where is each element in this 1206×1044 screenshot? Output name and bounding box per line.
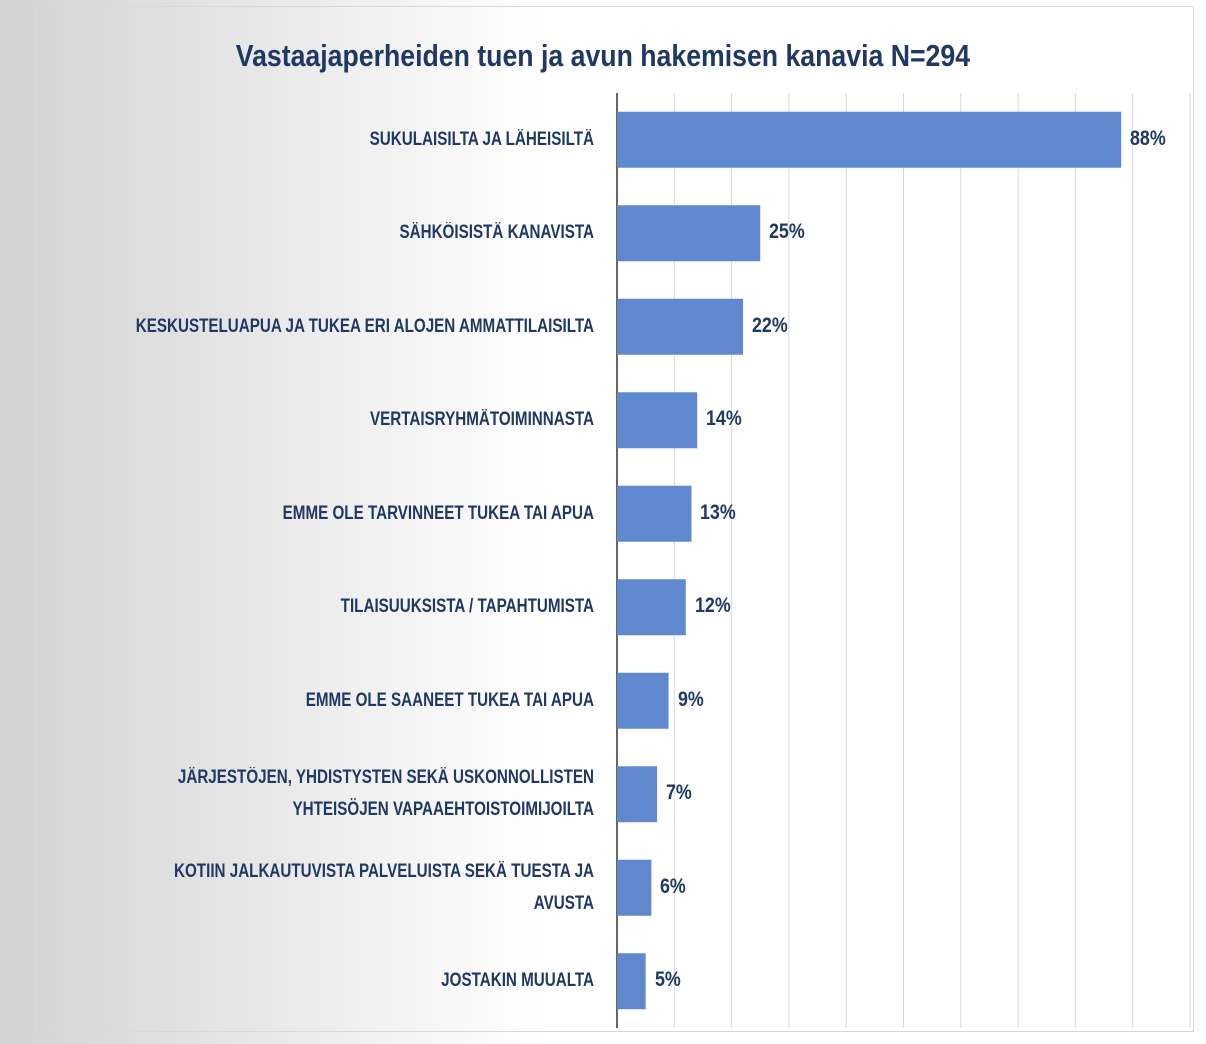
- value-label: 7%: [666, 781, 692, 805]
- bar: [617, 111, 1122, 168]
- value-label: 22%: [752, 313, 788, 337]
- bar: [617, 298, 744, 355]
- value-label: 5%: [654, 968, 681, 992]
- category-label: SÄHKÖISISTÄ KANAVISTA: [399, 222, 594, 244]
- bar: [617, 766, 658, 823]
- category-label: TILAISUUKSISTA / TAPAHTUMISTA: [340, 596, 594, 618]
- value-label: 6%: [660, 874, 687, 898]
- category-label: KOTIIN JALKAUTUVISTA PALVELUISTA SEKÄ TU…: [174, 860, 594, 914]
- category-label: SUKULAISILTA JA LÄHEISILTÄ: [369, 128, 594, 150]
- value-label: 14%: [706, 407, 742, 431]
- bar: [617, 953, 646, 1010]
- bar: [617, 579, 686, 636]
- category-label: EMME OLE TARVINNEET TUKEA TAI APUA: [282, 502, 594, 524]
- value-label: 12%: [694, 594, 731, 618]
- category-label: KESKUSTELUAPUA JA TUKEA ERI ALOJEN AMMAT…: [135, 315, 594, 337]
- bar: [617, 205, 761, 262]
- value-label: 9%: [677, 687, 704, 711]
- value-label: 25%: [769, 220, 805, 244]
- value-label: 13%: [700, 500, 737, 524]
- category-label: EMME OLE SAANEET TUKEA TAI APUA: [305, 689, 594, 711]
- frame: [36, 6, 1194, 1032]
- bar: [617, 485, 692, 542]
- category-label: JOSTAKIN MUUALTA: [441, 970, 594, 992]
- category-label: VERTAISRYHMÄTOIMINNASTA: [369, 409, 594, 431]
- category-label: JÄRJESTÖJEN, YHDISTYSTEN SEKÄ USKONNOLLI…: [177, 767, 594, 821]
- bar: [617, 672, 669, 729]
- bar: [617, 859, 652, 916]
- title-box: Vastaajaperheiden tuen ja avun hakemisen…: [0, 38, 1206, 74]
- chart-title: Vastaajaperheiden tuen ja avun hakemisen…: [235, 38, 971, 73]
- value-label: 88%: [1130, 126, 1166, 150]
- bar: [617, 392, 698, 449]
